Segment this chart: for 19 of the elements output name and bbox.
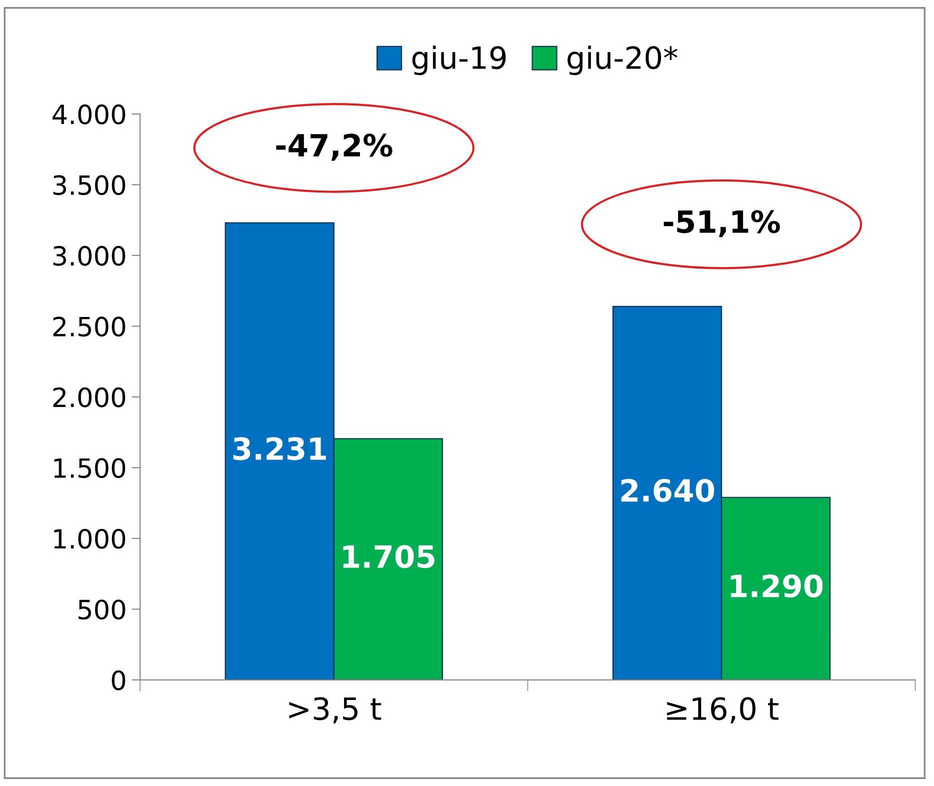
- legend-label: giu-20*: [568, 46, 678, 76]
- y-tick-label: 2.000: [53, 387, 126, 408]
- x-tick-label: >3,5 t: [289, 697, 382, 724]
- y-tick-label: 4.000: [52, 104, 126, 124]
- y-tick-label: 1.500: [54, 458, 126, 478]
- y-tick-label: 3.500: [53, 175, 126, 196]
- y-tick-label: 0: [112, 670, 126, 690]
- y-tick-label: 2.500: [53, 316, 126, 337]
- data-label: 2.640: [621, 478, 714, 502]
- data-label: 1.705: [343, 545, 434, 568]
- y-tick-label: 3.000: [53, 246, 126, 266]
- data-label: 1.290: [730, 574, 823, 598]
- data-label: 3.231: [233, 437, 326, 460]
- legend-label: giu-19: [412, 46, 506, 76]
- y-tick-label: 1.000: [54, 528, 126, 549]
- annotation: -47,2%: [276, 134, 392, 161]
- x-tick-label: ≥16,0 t: [667, 697, 778, 724]
- y-tick-label: 500: [78, 600, 126, 620]
- annotation: -51,1%: [664, 210, 780, 238]
